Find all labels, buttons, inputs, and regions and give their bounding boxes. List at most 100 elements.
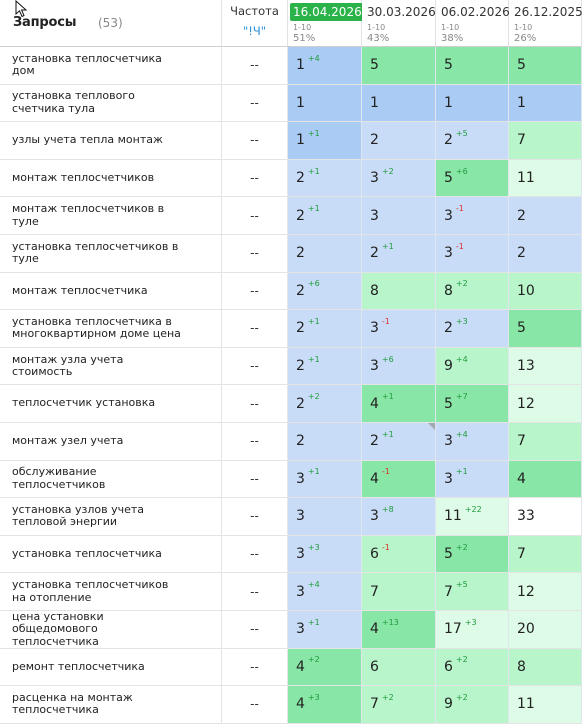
position-cell[interactable]: 3 -1 bbox=[436, 197, 509, 234]
position-cell[interactable]: 4 -1 bbox=[362, 460, 436, 498]
position-cell[interactable]: 7 +2 bbox=[362, 686, 436, 723]
position-cell[interactable]: 1 +1 bbox=[288, 122, 362, 159]
position-cell[interactable]: 1 bbox=[288, 84, 362, 122]
query-cell[interactable]: монтаж узла учета стоимость bbox=[0, 347, 222, 385]
position-cell[interactable]: 2 +2 bbox=[288, 385, 362, 422]
query-cell[interactable]: обслуживание теплосчетчиков bbox=[0, 460, 222, 498]
date-column-header[interactable]: 30.03.2026 1-10 43% bbox=[362, 0, 436, 47]
position-cell[interactable]: 4 +13 bbox=[362, 611, 436, 648]
query-cell[interactable]: монтаж теплосчетчика bbox=[0, 272, 222, 310]
position-cell[interactable]: 9 +4 bbox=[436, 347, 509, 385]
position-cell[interactable]: 8 bbox=[362, 272, 436, 310]
position-cell[interactable]: 6 -1 bbox=[362, 535, 436, 573]
query-cell[interactable]: расценка на монтаж теплосчетчика bbox=[0, 686, 222, 723]
position-cell[interactable]: 3 +1 bbox=[288, 611, 362, 648]
position-cell[interactable]: 11 bbox=[509, 159, 582, 197]
position-cell[interactable]: 2 +1 bbox=[362, 423, 436, 460]
position-cell[interactable]: 3 +4 bbox=[436, 423, 509, 460]
position-cell[interactable]: 3 +1 bbox=[436, 460, 509, 498]
query-cell[interactable]: цена установки общедомового теплосчетчик… bbox=[0, 610, 222, 648]
position-cell[interactable]: 7 bbox=[509, 423, 582, 460]
position-cell[interactable]: 2 bbox=[288, 235, 362, 272]
position-cell[interactable]: 3 +6 bbox=[362, 347, 436, 385]
date-label[interactable]: 06.02.2026 bbox=[441, 5, 510, 19]
query-cell[interactable]: установка теплосчетчика bbox=[0, 535, 222, 573]
frequency-column-header[interactable]: Частота "!Ч" bbox=[222, 0, 288, 47]
date-column-header[interactable]: 26.12.2025 1-10 26% bbox=[509, 0, 582, 47]
position-cell[interactable]: 5 +7 bbox=[436, 385, 509, 422]
position-cell[interactable]: 4 +3 bbox=[288, 686, 362, 723]
position-cell[interactable]: 5 +2 bbox=[436, 535, 509, 573]
position-cell[interactable]: 6 +2 bbox=[436, 648, 509, 686]
position-cell[interactable]: 1 bbox=[436, 84, 509, 122]
position-cell[interactable]: 17 +3 bbox=[436, 611, 509, 648]
position-cell[interactable]: 1 bbox=[362, 84, 436, 122]
position-cell[interactable]: 5 +6 bbox=[436, 159, 509, 197]
query-cell[interactable]: установка теплосчетчиков на отопление bbox=[0, 573, 222, 610]
position-cell[interactable]: 2 +6 bbox=[288, 272, 362, 310]
position-cell[interactable]: 3 +3 bbox=[288, 535, 362, 573]
position-cell[interactable]: 4 +2 bbox=[288, 648, 362, 686]
query-cell[interactable]: ремонт теплосчетчика bbox=[0, 648, 222, 686]
position-cell[interactable]: 5 bbox=[509, 310, 582, 347]
position-cell[interactable]: 9 +2 bbox=[436, 686, 509, 723]
position-cell[interactable]: 6 bbox=[362, 648, 436, 686]
date-label[interactable]: 30.03.2026 bbox=[367, 5, 436, 19]
position-cell[interactable]: 7 bbox=[362, 573, 436, 610]
position-cell[interactable]: 20 bbox=[509, 611, 582, 648]
position-cell[interactable]: 3 -1 bbox=[436, 235, 509, 272]
position-cell[interactable]: 2 +5 bbox=[436, 122, 509, 159]
date-label[interactable]: 26.12.2025 bbox=[514, 5, 582, 19]
query-cell[interactable]: установка теплового счетчика тула bbox=[0, 84, 222, 122]
position-cell[interactable]: 2 bbox=[509, 197, 582, 234]
position-cell[interactable]: 7 bbox=[509, 535, 582, 573]
position-cell[interactable]: 4 +1 bbox=[362, 385, 436, 422]
position-cell[interactable]: 2 +1 bbox=[288, 347, 362, 385]
query-cell[interactable]: установка узлов учета тепловой энергии bbox=[0, 498, 222, 535]
position-cell[interactable]: 3 +4 bbox=[288, 573, 362, 610]
query-cell[interactable]: узлы учета тепла монтаж bbox=[0, 122, 222, 159]
position-cell[interactable]: 7 +5 bbox=[436, 573, 509, 610]
position-cell[interactable]: 2 bbox=[362, 122, 436, 159]
query-column-header[interactable]: Запросы (53) bbox=[0, 0, 222, 47]
date-label[interactable]: 16.04.2026 bbox=[290, 3, 365, 21]
position-cell[interactable]: 11 +22 bbox=[436, 498, 509, 535]
position-cell[interactable]: 1 bbox=[509, 84, 582, 122]
query-cell[interactable]: монтаж узел учета bbox=[0, 423, 222, 460]
position-cell[interactable]: 12 bbox=[509, 385, 582, 422]
position-cell[interactable]: 2 bbox=[288, 423, 362, 460]
query-cell[interactable]: установка теплосчетчика дом bbox=[0, 47, 222, 84]
position-cell[interactable]: 2 +1 bbox=[288, 310, 362, 347]
position-cell[interactable]: 2 +1 bbox=[362, 235, 436, 272]
position-cell[interactable]: 7 bbox=[509, 122, 582, 159]
position-cell[interactable]: 10 bbox=[509, 272, 582, 310]
position-cell[interactable]: 5 bbox=[362, 47, 436, 84]
position-cell[interactable]: 2 +1 bbox=[288, 159, 362, 197]
position-cell[interactable]: 13 bbox=[509, 347, 582, 385]
position-cell[interactable]: 3 -1 bbox=[362, 310, 436, 347]
position-cell[interactable]: 2 +1 bbox=[288, 197, 362, 234]
query-cell[interactable]: монтаж теплосчетчиков в туле bbox=[0, 197, 222, 234]
position-cell[interactable]: 2 bbox=[509, 235, 582, 272]
position-cell[interactable]: 3 +8 bbox=[362, 498, 436, 535]
position-cell[interactable]: 4 bbox=[509, 460, 582, 498]
position-cell[interactable]: 8 +2 bbox=[436, 272, 509, 310]
query-cell[interactable]: установка теплосчетчика в многоквартирно… bbox=[0, 310, 222, 347]
position-cell[interactable]: 1 +4 bbox=[288, 47, 362, 84]
query-cell[interactable]: монтаж теплосчетчиков bbox=[0, 159, 222, 197]
position-cell[interactable]: 3 bbox=[362, 197, 436, 234]
position-cell[interactable]: 11 bbox=[509, 686, 582, 723]
position-cell[interactable]: 12 bbox=[509, 573, 582, 610]
position-cell[interactable]: 5 bbox=[436, 47, 509, 84]
position-cell[interactable]: 3 +2 bbox=[362, 159, 436, 197]
position-cell[interactable]: 3 bbox=[288, 498, 362, 535]
date-column-header[interactable]: 16.04.2026 1-10 51% bbox=[288, 0, 365, 47]
position-cell[interactable]: 5 bbox=[509, 47, 582, 84]
position-cell[interactable]: 2 +3 bbox=[436, 310, 509, 347]
query-cell[interactable]: теплосчетчик установка bbox=[0, 385, 222, 422]
position-cell[interactable]: 33 bbox=[509, 498, 582, 535]
position-cell[interactable]: 3 +1 bbox=[288, 460, 362, 498]
date-column-header[interactable]: 06.02.2026 1-10 38% bbox=[436, 0, 510, 47]
query-cell[interactable]: установка теплосчетчиков в туле bbox=[0, 235, 222, 272]
frequency-operator-link[interactable]: "!Ч" bbox=[242, 24, 267, 38]
